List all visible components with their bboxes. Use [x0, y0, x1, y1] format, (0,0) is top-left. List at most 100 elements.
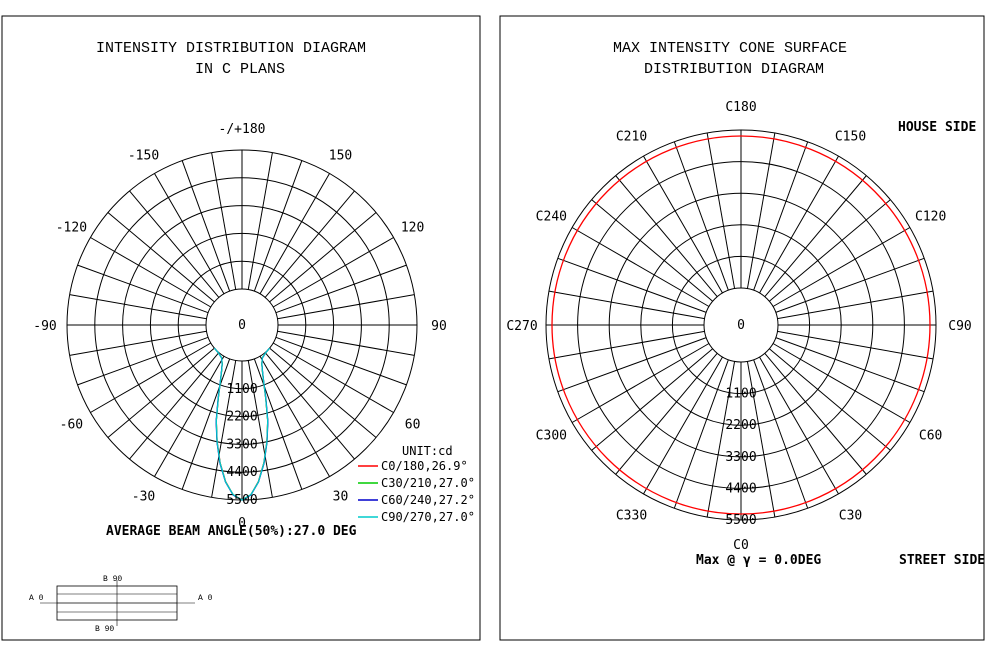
grid-spoke — [90, 342, 212, 413]
left-radial-labels: 0 1100 2200 3300 4400 5500 — [226, 318, 257, 508]
grid-spoke — [706, 132, 736, 289]
grid-spoke — [615, 175, 718, 297]
grid-spoke — [253, 358, 303, 490]
radial-tick-label: 3300 — [226, 437, 257, 452]
street-side-label: STREET SIDE — [899, 553, 985, 568]
grid-spoke — [277, 294, 415, 320]
right-title-line2: DISTRIBUTION DIAGRAM — [644, 61, 824, 78]
angle-tick-label: 120 — [401, 221, 424, 236]
grid-spoke — [591, 199, 713, 302]
angle-tick-label: C330 — [616, 509, 647, 524]
angle-tick-label: -150 — [128, 148, 159, 163]
grid-spoke — [181, 358, 231, 490]
angle-tick-label: -120 — [56, 221, 87, 236]
grid-spoke — [90, 237, 212, 308]
angle-tick-label: C180 — [725, 100, 756, 115]
angle-tick-label: C210 — [616, 129, 647, 144]
grid-spoke — [591, 348, 713, 451]
max-gamma-label: Max @ γ = 0.0DEG — [696, 553, 821, 568]
grid-spoke — [772, 343, 911, 423]
grid-spoke — [154, 173, 225, 295]
grid-spoke — [129, 190, 220, 298]
angle-tick-label: C240 — [536, 210, 567, 225]
grid-spoke — [772, 227, 911, 307]
legend-entry: C90/270,27.0° — [381, 510, 475, 524]
grid-spoke — [753, 141, 809, 291]
average-beam-angle: AVERAGE BEAM ANGLE(50%):27.0 DEG — [106, 524, 357, 539]
radial-tick-label: 4400 — [725, 481, 756, 496]
grid-spoke — [557, 257, 707, 313]
grid-spoke — [69, 330, 207, 356]
grid-spoke — [775, 337, 925, 393]
grid-spoke — [275, 264, 407, 314]
grid-spoke — [272, 342, 394, 413]
grid-spoke — [272, 237, 394, 308]
grid-spoke — [706, 361, 736, 518]
radial-tick-label: 2200 — [725, 418, 756, 433]
a-axis-right-label: A 0 — [198, 594, 213, 603]
grid-spoke — [129, 352, 220, 460]
radial-tick-label: 5500 — [725, 513, 756, 528]
grid-spoke — [211, 360, 237, 498]
grid-spoke — [759, 356, 839, 495]
grid-spoke — [264, 190, 355, 298]
grid-spoke — [759, 155, 839, 294]
max-intensity-cone — [551, 135, 931, 515]
radial-tick-label: 0 — [238, 318, 246, 333]
grid-spoke — [571, 343, 710, 423]
house-side-label: HOUSE SIDE — [898, 120, 976, 135]
angle-tick-label: C300 — [536, 429, 567, 444]
b-axis-bottom-label: B 90 — [95, 625, 114, 634]
grid-spoke — [259, 173, 330, 295]
radial-tick-label: 1100 — [226, 382, 257, 397]
luminaire-orientation-diagram: B 90 B 90 A 0 A 0 — [29, 575, 213, 634]
left-panel — [1, 15, 481, 641]
grid-spoke — [247, 152, 273, 290]
angle-tick-label: C90 — [948, 319, 971, 334]
grid-spoke — [548, 290, 705, 320]
angle-tick-label: 90 — [431, 319, 447, 334]
grid-spoke — [77, 336, 209, 386]
angle-tick-label: 60 — [405, 418, 421, 433]
grid-spoke — [777, 290, 934, 320]
grid-spoke — [775, 257, 925, 313]
right-panel — [499, 15, 985, 641]
angle-tick-label: C30 — [839, 509, 862, 524]
left-title-line2: IN C PLANS — [195, 61, 285, 78]
grid-spoke — [77, 264, 209, 314]
a-axis-left-label: A 0 — [29, 594, 44, 603]
right-angle-labels: C180 C150 C210 C120 C240 C90 C270 C60 C300 C30 C33… — [506, 100, 971, 553]
grid-spoke — [557, 337, 707, 393]
angle-tick-label: -90 — [33, 319, 56, 334]
radial-tick-label: 5500 — [226, 493, 257, 508]
b-axis-top-label: B 90 — [103, 575, 122, 584]
radial-tick-label: 2200 — [226, 410, 257, 425]
angle-tick-label: C120 — [915, 210, 946, 225]
unit-label: UNIT:cd — [402, 444, 453, 458]
radial-tick-label: 3300 — [725, 450, 756, 465]
grid-spoke — [753, 359, 809, 509]
grid-spoke — [154, 355, 225, 477]
grid-spoke — [746, 361, 776, 518]
angle-tick-label: C0 — [733, 538, 749, 553]
grid-spoke — [275, 336, 407, 386]
grid-spoke — [777, 330, 934, 360]
grid-spoke — [259, 355, 330, 477]
grid-spoke — [643, 356, 723, 495]
angle-tick-label: C270 — [506, 319, 537, 334]
grid-spoke — [764, 175, 867, 297]
right-radial-labels: 0 1100 2200 3300 4400 5500 — [725, 318, 756, 528]
angle-tick-label: -60 — [60, 418, 83, 433]
left-intensity-curves — [213, 347, 271, 501]
right-polar-grid — [545, 129, 937, 521]
grid-spoke — [211, 152, 237, 290]
angle-tick-label: C150 — [835, 129, 866, 144]
legend: C0/180,26.9° C30/210,27.0° C60/240,27.2° C9… — [358, 459, 475, 524]
grid-spoke — [181, 160, 231, 292]
angle-tick-label: -30 — [132, 490, 155, 505]
grid-spoke — [746, 132, 776, 289]
grid-spoke — [673, 359, 729, 509]
grid-spoke — [643, 155, 723, 294]
angle-tick-label: 0 — [238, 516, 246, 531]
